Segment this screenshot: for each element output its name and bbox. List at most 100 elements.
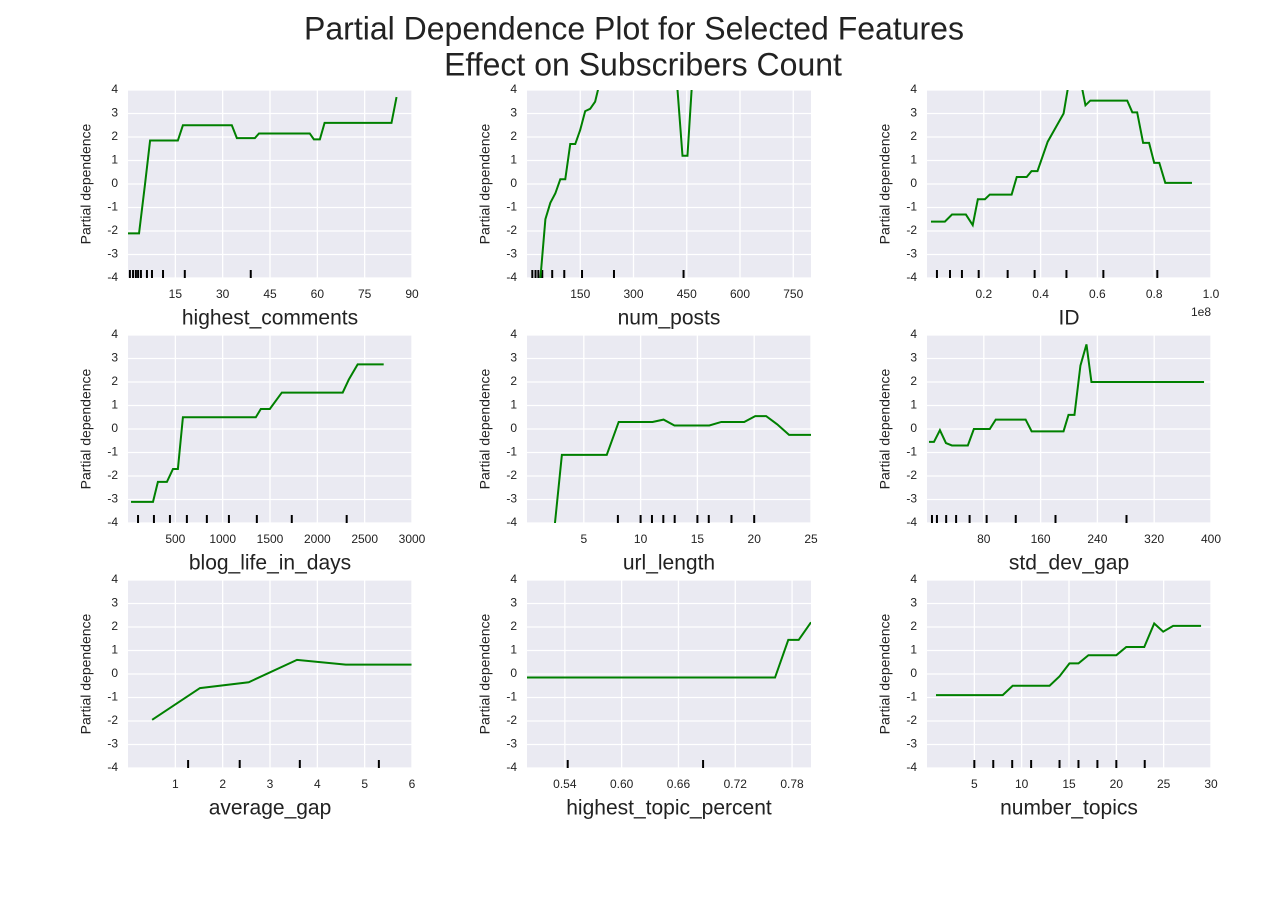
x-tick-label: 60 xyxy=(311,287,325,301)
subplot: -4 -3 -2 -1 0 1 2 3 4 5 10 15 20 25 30 number_topics Par… xyxy=(877,572,1218,819)
x-tick-label: 15 xyxy=(169,287,183,301)
y-axis-label: Partial dependence xyxy=(477,613,493,734)
figure-subtitle: Effect on Subscribers Count xyxy=(444,46,842,82)
x-offset-label: 1e8 xyxy=(1191,305,1211,319)
x-tick-label: 0.54 xyxy=(553,777,577,791)
y-tick-label: 1 xyxy=(111,398,118,412)
y-tick-label: -2 xyxy=(506,713,517,727)
y-tick-label: -1 xyxy=(506,690,517,704)
x-tick-label: 600 xyxy=(730,287,750,301)
x-tick-label: 10 xyxy=(1015,777,1029,791)
y-tick-label: -3 xyxy=(506,737,517,751)
y-tick-label: -4 xyxy=(506,515,517,529)
y-tick-label: -3 xyxy=(107,247,118,261)
y-tick-label: 4 xyxy=(510,327,517,341)
x-tick-label: 1 xyxy=(172,777,179,791)
y-tick-label: 2 xyxy=(510,619,517,633)
y-tick-label: 0 xyxy=(111,421,118,435)
y-tick-label: -2 xyxy=(107,223,118,237)
y-tick-label: 2 xyxy=(111,619,118,633)
y-tick-label: 3 xyxy=(910,596,917,610)
x-tick-label: 15 xyxy=(691,532,705,546)
y-tick-label: -1 xyxy=(107,690,118,704)
x-tick-label: 15 xyxy=(1062,777,1076,791)
x-tick-label: 500 xyxy=(165,532,185,546)
subplot: -4 -3 -2 -1 0 1 2 3 4 150 300 450 600 750 num_posts Par… xyxy=(477,82,811,330)
y-tick-label: -2 xyxy=(906,223,917,237)
y-tick-label: -3 xyxy=(107,737,118,751)
y-tick-label: 2 xyxy=(111,374,118,388)
x-tick-label: 5 xyxy=(580,532,587,546)
y-axis-label: Partial dependence xyxy=(477,368,493,489)
y-tick-label: 3 xyxy=(510,596,517,610)
y-tick-label: 2 xyxy=(510,374,517,388)
y-tick-label: -4 xyxy=(107,270,118,284)
y-tick-label: -1 xyxy=(906,200,917,214)
y-tick-label: 4 xyxy=(510,82,517,96)
line xyxy=(527,621,811,679)
x-tick-label: 4 xyxy=(314,777,321,791)
subplot: -4 -3 -2 -1 0 1 2 3 4 1 2 3 4 5 6 average_gap Partial de… xyxy=(78,572,416,819)
line xyxy=(928,344,1205,447)
x-tick-label: 1000 xyxy=(209,532,236,546)
y-tick-label: 1 xyxy=(510,643,517,657)
y-tick-label: 3 xyxy=(510,106,517,120)
y-tick-label: -3 xyxy=(906,247,917,261)
y-tick-label: -2 xyxy=(107,468,118,482)
x-tick-label: 3 xyxy=(267,777,274,791)
x-tick-label: 75 xyxy=(358,287,372,301)
subplot: -4 -3 -2 -1 0 1 2 3 4 15 30 45 60 75 90 highest_comment… xyxy=(78,82,419,329)
x-axis-label: num_posts xyxy=(618,307,721,330)
y-tick-label: -2 xyxy=(107,713,118,727)
y-tick-label: 3 xyxy=(910,106,917,120)
x-tick-label: 750 xyxy=(783,287,803,301)
subplot: -4 -3 -2 -1 0 1 2 3 4 5 10 15 20 25 url_length Partial … xyxy=(477,327,818,574)
y-tick-label: -3 xyxy=(906,492,917,506)
x-tick-label: 30 xyxy=(1204,777,1218,791)
y-tick-label: -2 xyxy=(506,223,517,237)
y-axis-label: Partial dependence xyxy=(477,123,493,244)
x-tick-label: 30 xyxy=(216,287,230,301)
y-tick-label: 1 xyxy=(111,153,118,167)
y-tick-label: -3 xyxy=(506,247,517,261)
x-tick-label: 25 xyxy=(804,532,818,546)
y-tick-label: -4 xyxy=(506,760,517,774)
x-tick-label: 3000 xyxy=(399,532,426,546)
y-tick-label: 1 xyxy=(910,643,917,657)
y-tick-label: 0 xyxy=(910,666,917,680)
y-tick-label: 0 xyxy=(111,666,118,680)
y-tick-label: 4 xyxy=(910,82,917,96)
y-axis-label: Partial dependence xyxy=(78,123,94,244)
x-tick-label: 6 xyxy=(409,777,416,791)
y-tick-label: -1 xyxy=(906,445,917,459)
x-axis-label: std_dev_gap xyxy=(1009,552,1129,575)
y-tick-label: -1 xyxy=(506,200,517,214)
y-tick-label: -2 xyxy=(906,713,917,727)
y-tick-label: -3 xyxy=(906,737,917,751)
y-tick-label: 2 xyxy=(510,129,517,143)
x-tick-label: 5 xyxy=(361,777,368,791)
x-tick-label: 150 xyxy=(570,287,590,301)
x-tick-label: 240 xyxy=(1087,532,1107,546)
line xyxy=(539,90,693,278)
figure-title: Partial Dependence Plot for Selected Fea… xyxy=(304,10,964,46)
x-tick-label: 80 xyxy=(977,532,991,546)
subplot: -4 -3 -2 -1 0 1 2 3 4 0.54 0.60 0.66 0.72 0.78 highest… xyxy=(477,572,811,820)
y-tick-label: -2 xyxy=(506,468,517,482)
y-tick-label: 0 xyxy=(910,176,917,190)
y-axis-label: Partial dependence xyxy=(78,613,94,734)
subplot: -4 -3 -2 -1 0 1 2 3 4 0.2 0.4 0.6 0.8 1.0 ID Partial de… xyxy=(877,82,1220,329)
line xyxy=(151,658,412,721)
y-tick-label: 0 xyxy=(510,666,517,680)
y-axis-label: Partial dependence xyxy=(877,613,893,734)
line xyxy=(131,363,384,503)
y-tick-label: 0 xyxy=(111,176,118,190)
y-tick-label: -2 xyxy=(906,468,917,482)
y-axis-label: Partial dependence xyxy=(877,368,893,489)
y-axis-label: Partial dependence xyxy=(78,368,94,489)
x-tick-label: 10 xyxy=(634,532,648,546)
y-tick-label: -3 xyxy=(107,492,118,506)
x-tick-label: 160 xyxy=(1031,532,1051,546)
y-tick-label: -4 xyxy=(107,515,118,529)
